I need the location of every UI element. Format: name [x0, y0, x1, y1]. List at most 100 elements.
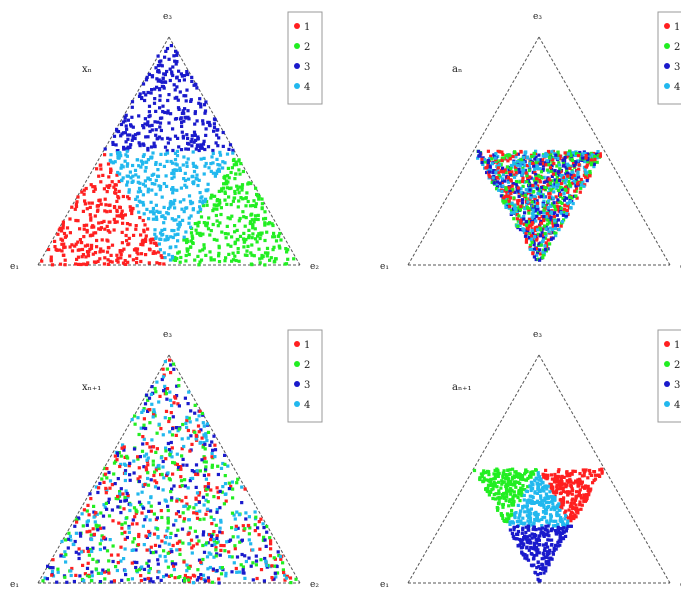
data-point-series-2	[568, 184, 573, 188]
data-point-series-2	[518, 208, 522, 212]
data-point-series-1	[586, 176, 590, 180]
data-point-series-1	[565, 500, 569, 504]
data-point-series-3	[505, 175, 509, 179]
data-point-series-3	[553, 169, 557, 173]
data-point-series-1	[139, 233, 143, 237]
data-point-series-3	[153, 120, 157, 124]
data-point-series-2	[147, 570, 151, 575]
data-point-series-3	[190, 134, 194, 138]
data-point-series-4	[233, 517, 237, 521]
data-point-series-3	[120, 578, 124, 582]
data-point-series-2	[96, 524, 100, 528]
data-point-series-4	[562, 192, 566, 196]
data-point-series-1	[501, 170, 505, 174]
data-point-series-3	[247, 556, 251, 560]
data-point-series-2	[165, 367, 169, 371]
data-point-series-3	[175, 51, 179, 55]
data-point-series-3	[151, 580, 155, 584]
data-point-series-4	[163, 555, 167, 559]
data-point-series-3	[141, 442, 145, 446]
data-point-series-2	[198, 260, 202, 264]
data-point-series-2	[245, 249, 249, 253]
data-point-series-4	[123, 159, 127, 163]
data-point-series-2	[237, 199, 241, 203]
data-point-series-1	[121, 216, 125, 220]
data-point-series-4	[206, 182, 210, 186]
data-point-series-2	[197, 539, 201, 543]
data-point-series-3	[161, 76, 165, 80]
data-point-series-2	[508, 472, 512, 476]
data-point-series-2	[206, 430, 211, 434]
data-point-series-1	[143, 483, 147, 487]
data-point-series-2	[569, 153, 573, 158]
data-point-series-3	[157, 78, 161, 82]
data-point-series-4	[120, 179, 124, 183]
data-point-series-1	[574, 479, 578, 483]
data-point-series-2	[556, 150, 560, 154]
data-point-series-3	[565, 167, 569, 171]
data-point-series-2	[517, 492, 521, 496]
data-point-series-1	[170, 446, 174, 450]
data-point-series-1	[520, 179, 525, 183]
data-point-series-2	[237, 259, 241, 263]
data-point-series-1	[135, 522, 139, 526]
data-point-series-4	[134, 197, 138, 201]
data-point-series-4	[501, 173, 506, 177]
data-point-series-1	[76, 248, 80, 252]
data-point-series-4	[515, 163, 519, 167]
data-point-series-4	[175, 149, 179, 153]
data-point-series-3	[485, 170, 489, 175]
data-point-series-3	[138, 455, 142, 459]
data-point-series-4	[491, 176, 495, 180]
data-point-series-2	[588, 169, 592, 174]
data-point-series-3	[119, 487, 123, 491]
data-point-series-4	[251, 548, 255, 552]
data-point-series-4	[237, 513, 241, 517]
data-point-series-1	[560, 499, 564, 503]
data-point-series-4	[156, 168, 160, 172]
data-point-series-2	[513, 151, 517, 155]
data-point-series-1	[583, 495, 587, 499]
data-point-series-4	[565, 521, 570, 525]
data-point-series-2	[258, 236, 262, 241]
data-point-series-1	[575, 186, 579, 190]
data-point-series-1	[576, 494, 581, 498]
data-point-series-3	[218, 506, 222, 510]
data-point-series-3	[204, 127, 208, 131]
data-point-series-3	[493, 177, 497, 181]
data-point-series-2	[230, 511, 235, 515]
data-point-series-4	[171, 168, 175, 173]
data-point-series-3	[177, 404, 181, 408]
data-point-series-3	[492, 174, 496, 178]
data-point-series-4	[149, 156, 154, 160]
data-point-series-1	[496, 161, 500, 165]
data-point-series-4	[534, 219, 538, 223]
data-point-series-4	[537, 478, 541, 482]
data-point-series-4	[554, 524, 558, 528]
data-point-series-1	[288, 576, 293, 580]
data-point-series-4	[523, 151, 527, 155]
data-point-series-3	[149, 145, 154, 149]
data-point-series-2	[223, 474, 227, 478]
data-point-series-1	[227, 550, 231, 554]
data-point-series-3	[73, 539, 77, 544]
data-point-series-1	[57, 228, 61, 232]
data-point-series-3	[166, 111, 170, 115]
data-point-series-1	[524, 237, 529, 241]
data-point-series-1	[579, 496, 583, 500]
data-point-series-3	[186, 72, 190, 77]
data-point-series-3	[213, 118, 217, 122]
data-point-series-1	[234, 566, 238, 571]
data-point-series-4	[204, 498, 208, 502]
data-point-series-1	[110, 180, 114, 184]
data-point-series-1	[224, 499, 228, 503]
data-point-series-2	[483, 160, 488, 164]
data-point-series-4	[486, 168, 490, 172]
data-point-series-1	[197, 493, 201, 497]
data-point-series-4	[137, 210, 141, 214]
data-point-series-2	[263, 221, 267, 225]
data-point-series-1	[564, 490, 568, 494]
data-point-series-4	[141, 203, 146, 207]
data-point-series-1	[167, 419, 171, 424]
data-point-series-1	[115, 220, 119, 224]
